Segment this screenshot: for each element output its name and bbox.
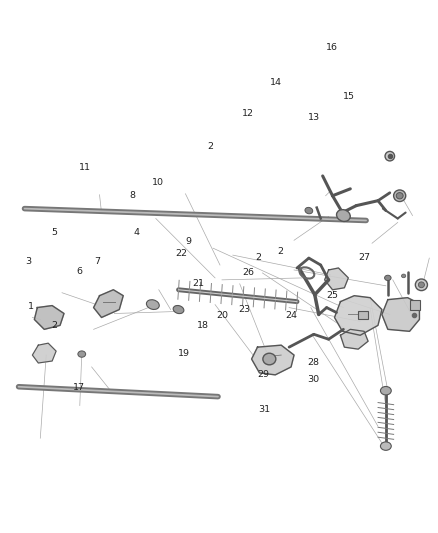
Text: 29: 29 <box>257 370 269 379</box>
Text: 16: 16 <box>325 43 337 52</box>
Text: 18: 18 <box>197 321 208 330</box>
Ellipse shape <box>263 353 276 365</box>
Text: 15: 15 <box>343 92 355 101</box>
Text: 1: 1 <box>28 302 34 311</box>
Text: 19: 19 <box>177 349 190 358</box>
Polygon shape <box>335 296 382 335</box>
Ellipse shape <box>78 351 86 357</box>
Polygon shape <box>340 329 368 349</box>
Text: 10: 10 <box>152 177 163 187</box>
Text: 28: 28 <box>307 358 319 367</box>
Ellipse shape <box>418 282 424 288</box>
Ellipse shape <box>385 275 391 280</box>
Ellipse shape <box>381 386 391 395</box>
Polygon shape <box>94 290 123 318</box>
Ellipse shape <box>173 305 184 313</box>
Ellipse shape <box>394 190 406 201</box>
Ellipse shape <box>336 209 350 221</box>
Polygon shape <box>34 305 64 329</box>
Text: 2: 2 <box>207 142 213 151</box>
Polygon shape <box>32 343 56 363</box>
Text: 2: 2 <box>277 247 283 256</box>
Text: 5: 5 <box>51 228 57 237</box>
Text: 27: 27 <box>358 253 370 262</box>
Text: 24: 24 <box>286 311 298 319</box>
Text: 2: 2 <box>256 253 262 262</box>
Text: 26: 26 <box>242 268 254 277</box>
Bar <box>358 311 368 319</box>
Ellipse shape <box>402 274 406 278</box>
Text: 4: 4 <box>134 228 140 237</box>
Text: 20: 20 <box>216 311 229 319</box>
Polygon shape <box>382 297 420 332</box>
Ellipse shape <box>415 279 427 290</box>
Text: 13: 13 <box>308 113 320 122</box>
Text: 25: 25 <box>326 291 338 300</box>
Polygon shape <box>251 345 294 375</box>
Text: 9: 9 <box>186 237 192 246</box>
Text: 11: 11 <box>79 163 91 172</box>
Text: 3: 3 <box>25 257 31 266</box>
Text: 22: 22 <box>175 249 187 258</box>
Ellipse shape <box>305 207 313 214</box>
Text: 31: 31 <box>258 406 271 415</box>
Polygon shape <box>325 268 348 290</box>
Text: 21: 21 <box>192 279 204 288</box>
Ellipse shape <box>146 300 159 310</box>
Text: 2: 2 <box>52 321 58 330</box>
Ellipse shape <box>381 442 391 450</box>
Text: 7: 7 <box>94 257 100 266</box>
Text: 23: 23 <box>238 305 250 314</box>
Text: 6: 6 <box>77 267 83 276</box>
Text: 8: 8 <box>130 191 135 200</box>
Ellipse shape <box>396 192 403 199</box>
Ellipse shape <box>385 151 395 161</box>
Text: 14: 14 <box>270 78 282 87</box>
Text: 12: 12 <box>242 109 254 118</box>
Text: 30: 30 <box>307 375 319 384</box>
Bar <box>410 300 420 310</box>
Text: 17: 17 <box>72 383 85 392</box>
